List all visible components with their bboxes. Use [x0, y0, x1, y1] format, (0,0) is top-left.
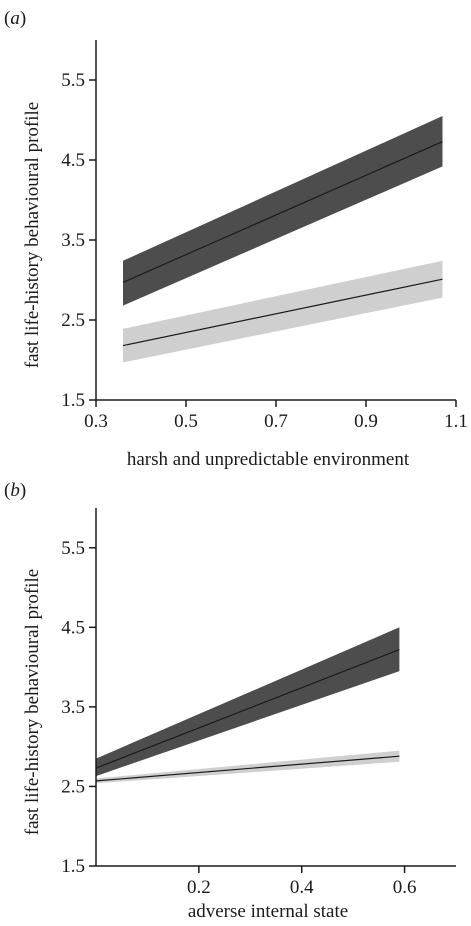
y-tick-label: 5.5: [61, 70, 85, 91]
x-tick-label: 0.4: [290, 877, 314, 898]
ticks: 1.5 2.5 3.5 4.5 5.5 0.2 0.4 0.6: [61, 538, 416, 898]
y-tick-label: 3.5: [61, 230, 85, 251]
trend-line-2: [122, 278, 443, 347]
x-axis-title: adverse internal state: [188, 901, 348, 922]
trend-line-1: [122, 141, 443, 283]
x-tick-label: 0.9: [354, 411, 378, 432]
y-tick-label: 5.5: [61, 538, 85, 559]
panel-a-label: (a): [4, 8, 26, 29]
panel-b-label: (b): [4, 480, 26, 501]
panel-a: (a) 1.5 2.5 3.5 4.5 5.5 0.3 0.5 0.7 0.9 1.1 harsh…: [4, 8, 468, 470]
x-tick-label: 1.1: [444, 411, 468, 432]
x-tick-label: 0.3: [84, 411, 108, 432]
y-axis-title: fast life-history behavioural profile: [22, 102, 43, 368]
confidence-band-1: [96, 627, 400, 777]
x-tick-label: 0.5: [174, 411, 198, 432]
x-tick-label: 0.7: [264, 411, 288, 432]
axes: [95, 508, 456, 867]
y-tick-label: 2.5: [61, 310, 85, 331]
ticks: 1.5 2.5 3.5 4.5 5.5 0.3 0.5 0.7 0.9 1.1: [61, 70, 468, 432]
trend-lines: [122, 141, 443, 347]
y-tick-label: 1.5: [61, 390, 85, 411]
y-tick-label: 4.5: [61, 617, 85, 638]
y-axis-title: fast life-history behavioural profile: [22, 569, 43, 835]
x-tick-label: 0.2: [187, 877, 211, 898]
y-tick-label: 3.5: [61, 697, 85, 718]
panel-b: (b) 1.5 2.5 3.5 4.5 5.5 0.2 0.4 0.6 adverse int…: [4, 480, 456, 922]
trend-lines: [95, 649, 400, 782]
confidence-bands: [123, 116, 443, 363]
y-tick-label: 2.5: [61, 776, 85, 797]
confidence-band-1: [123, 116, 443, 306]
y-tick-label: 4.5: [61, 150, 85, 171]
trend-line-2: [95, 755, 400, 782]
trend-line-1: [95, 649, 400, 769]
x-axis-title: harsh and unpredictable environment: [127, 449, 410, 470]
confidence-band-2: [123, 260, 443, 363]
x-tick-label: 0.6: [393, 877, 417, 898]
y-tick-label: 1.5: [61, 856, 85, 877]
